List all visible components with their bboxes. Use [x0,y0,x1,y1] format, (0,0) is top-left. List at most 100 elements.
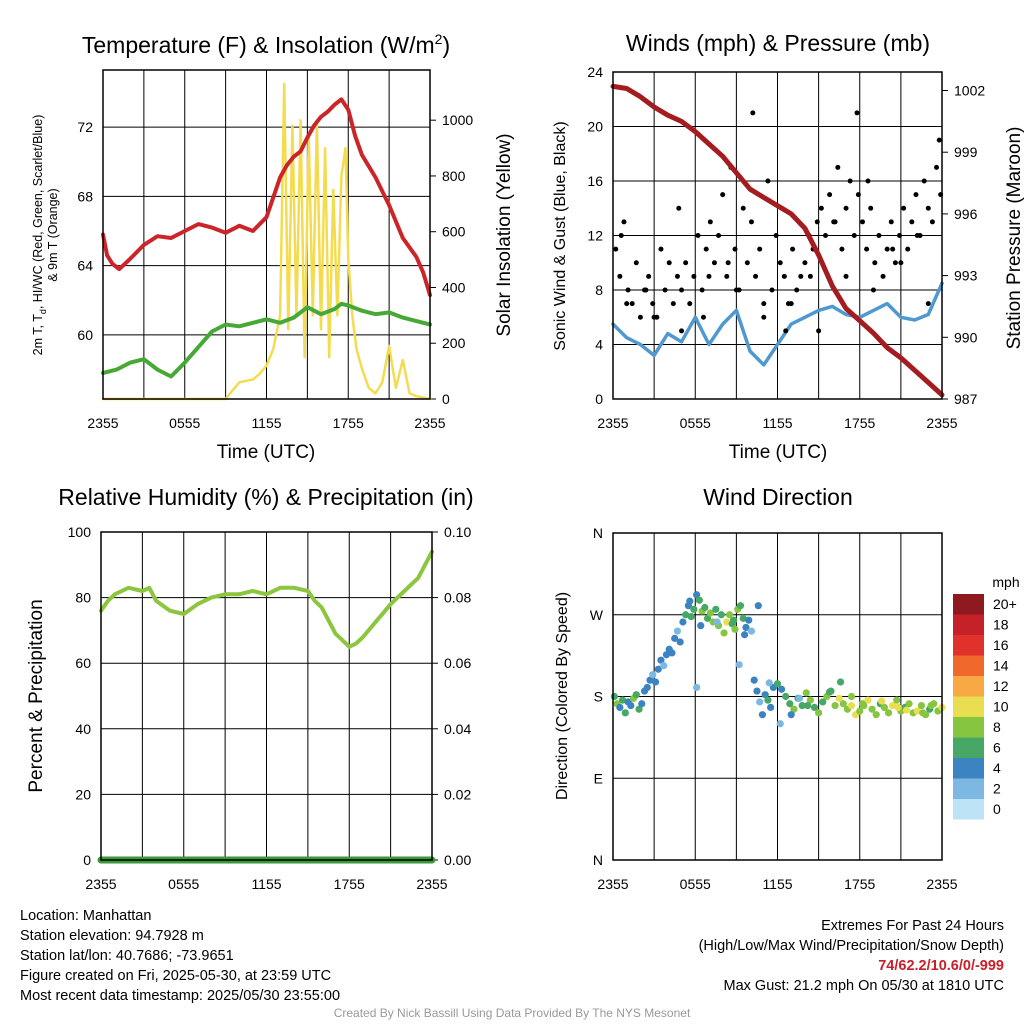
winds-panel-title: Winds (mph) & Pressure (mb) [626,30,930,56]
wind-direction-point [858,700,867,708]
station-latlon: Station lat/lon: 40.7686; -73.9651 [20,948,234,964]
legend-label: 12 [993,678,1009,694]
gust-point [687,301,693,307]
gust-point [822,233,828,238]
winds-x-tick-label: 1755 [844,415,875,431]
dewpoint-line [101,301,432,379]
wind-direction-point [671,634,679,642]
gust-point [683,260,689,266]
gust-point [816,328,822,334]
gust-point [617,273,623,279]
gust-point [880,273,886,279]
gust-point [854,110,860,116]
temperature-plot-frame [102,69,431,400]
legend-swatch [953,594,984,615]
temperature-y-axis-label-line2: & 9m T (Orange) [46,188,60,281]
gust-point [872,260,878,266]
wind-direction-y-tick-label: W [590,607,604,623]
temperature-right-tick-label: 800 [442,168,466,184]
gust-point [725,260,731,266]
temperature-right-tick-label: 1000 [442,112,473,128]
gust-point [646,273,652,279]
gust-point [651,314,657,320]
wind-direction-point [773,680,782,688]
humidity-y-tick-label: 20 [75,786,91,802]
temperature-right-tick-label: 400 [442,279,466,295]
gust-point [835,164,841,170]
humidity-y-tick-label: 100 [68,524,92,540]
wind-direction-point [717,611,725,619]
wind-direction-point [695,596,703,604]
wind-direction-y-tick-label: N [593,525,603,541]
gust-point [794,287,800,293]
humidity-x-tick-label: 2355 [85,876,116,892]
humidity-plot-frame [100,531,433,861]
legend-label: 4 [993,760,1001,776]
winds-x-tick-label: 0555 [680,415,711,431]
gust-point [757,246,763,252]
gust-point [870,287,876,293]
wind-direction-point [618,696,627,704]
gust-point [790,246,796,252]
wind-direction-x-tick-label: 1755 [844,876,875,892]
legend-swatch [953,614,984,635]
gust-point [807,273,813,279]
gust-point [832,219,838,225]
wind-direction-point [798,701,806,710]
temperature-x-tick-label: 1755 [333,415,364,431]
legend-swatch [953,676,984,697]
wind-direction-point [686,597,694,605]
pressure-line [610,83,945,398]
pressure-y-axis-label: Station Pressure (Maroon) [1004,127,1024,350]
wind-direction-point [889,701,897,710]
wind-direction-point [815,709,823,717]
gust-point [703,246,709,252]
gust-point [798,273,804,279]
legend-label: 16 [993,637,1009,653]
winds-right-tick-label: 999 [954,144,978,160]
legend-swatch [953,655,984,676]
wind-direction-point [880,703,889,712]
gust-point [865,178,871,184]
wind-direction-point [693,591,701,599]
wind-direction-point [697,622,705,630]
winds-plot-frame [612,71,943,400]
winds-y-axis-label: Sonic Wind & Gust (Blue, Black) [552,121,569,350]
gust-point [761,301,767,307]
wind-direction-y-tick-label: N [593,852,603,868]
gust-point [888,219,894,225]
humidity-y-axis-label: Percent & Precipitation [26,599,47,792]
gust-point [765,178,771,184]
wind-direction-point [679,618,687,626]
wind-direction-point [701,603,709,612]
wind-direction-point [731,625,739,633]
wind-direction-point [894,703,902,712]
gust-point [936,137,942,143]
wind-direction-point [836,678,845,686]
gust-point [843,205,849,211]
legend-swatch [953,799,984,820]
wind-direction-point [905,700,913,708]
temperature-panel: Temperature (F) & Insolation (W/m2) 2355… [31,31,515,463]
wind-direction-point [758,711,767,719]
gust-point [643,287,649,293]
humidity-panel: Relative Humidity (%) & Precipitation (i… [26,484,474,892]
wind-direction-point [790,705,798,713]
gust-point [898,260,904,266]
insolation-y-axis-label: Solar Insolation (Yellow) [494,133,515,336]
humidity-right-tick-label: 0.08 [444,590,471,606]
wind-direction-point [835,694,843,702]
temperature-y-tick-label: 72 [77,119,93,135]
gust-point [676,205,682,211]
wind-direction-point [754,602,762,610]
gust-point [884,246,890,252]
wind-direction-point [657,656,665,664]
legend-title: mph [992,574,1019,590]
gust-point [864,246,870,252]
wind-direction-point [753,687,761,695]
temperature-y-axis-label: 2m T, Td, HI/WC (Red, Green, Scarlet/Blu… [31,115,48,356]
wind-direction-point [654,665,662,673]
gust-point [637,314,643,320]
winds-x-tick-label: 1155 [762,415,792,431]
wind-direction-point [747,627,756,635]
